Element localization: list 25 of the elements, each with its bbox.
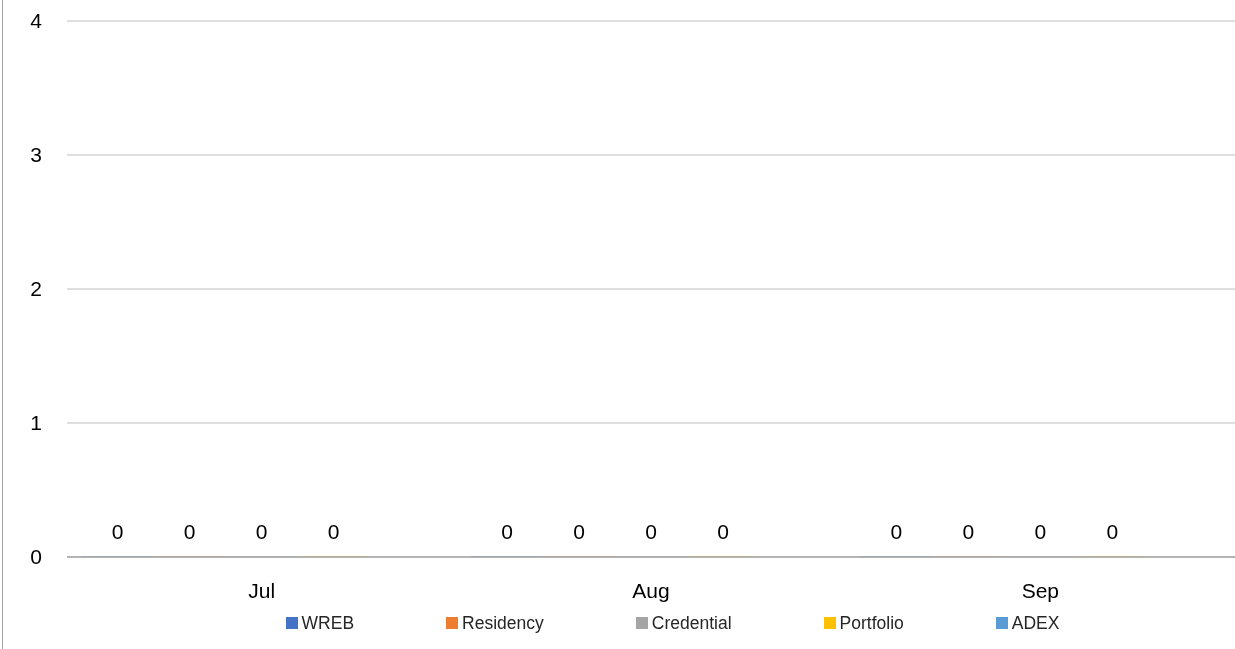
data-label: 0 xyxy=(962,520,975,543)
y-tick-label: 1 xyxy=(30,411,42,435)
y-tick-label: 0 xyxy=(30,545,42,569)
y-tick-label: 2 xyxy=(30,277,42,301)
legend-label: Residency xyxy=(462,612,544,634)
data-label: 0 xyxy=(717,520,729,543)
data-label: 0 xyxy=(1034,520,1047,543)
data-label: 0 xyxy=(183,520,196,543)
data-label: 0 xyxy=(1106,520,1119,543)
data-label: 0 xyxy=(645,520,657,543)
x-tick-label: Aug xyxy=(632,578,670,602)
data-label: 0 xyxy=(573,520,585,543)
data-label: 0 xyxy=(111,520,124,543)
x-tick-label: Sep xyxy=(1021,578,1060,602)
legend-label: ADEX xyxy=(1011,612,1060,634)
data-label: 0 xyxy=(255,520,268,543)
x-tick-label: Jul xyxy=(248,578,276,602)
y-tick-label: 4 xyxy=(30,9,43,33)
legend-label: WREB xyxy=(301,612,355,634)
data-label: 0 xyxy=(327,520,340,543)
legend-label: Portfolio xyxy=(839,612,904,634)
data-label: 0 xyxy=(890,520,903,543)
y-tick-label: 3 xyxy=(30,143,42,167)
legend-label: Credential xyxy=(651,612,732,634)
data-label: 0 xyxy=(501,520,513,543)
